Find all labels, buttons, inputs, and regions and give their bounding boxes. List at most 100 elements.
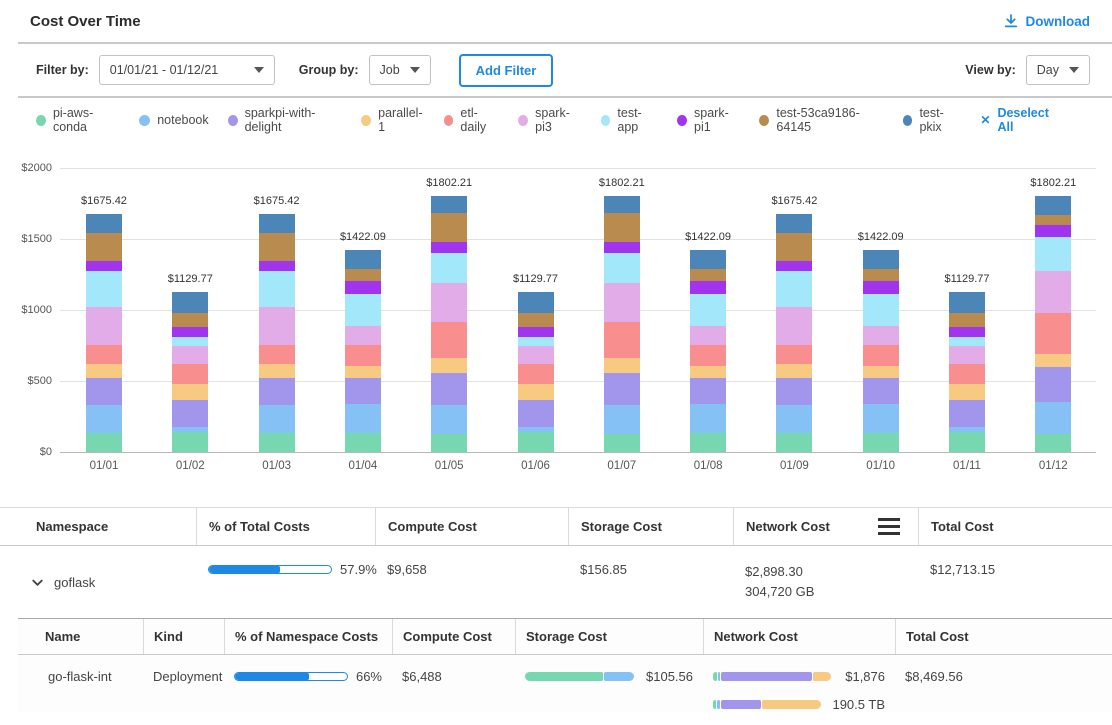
bar-segment-parallel-1[interactable] <box>1035 354 1071 367</box>
bar-segment-test-53ca9186-64145[interactable] <box>518 313 554 327</box>
bar-segment-test-pkix[interactable] <box>345 250 381 269</box>
column-header-compute[interactable]: Compute Cost <box>375 508 568 545</box>
bar-segment-sparkpi-with-delight[interactable] <box>1035 367 1071 403</box>
bar-segment-spark-pi3[interactable] <box>86 307 122 345</box>
bar-segment-etl-daily[interactable] <box>172 364 208 384</box>
bar-segment-spark-pi1[interactable] <box>863 281 899 293</box>
bar-segment-spark-pi1[interactable] <box>518 327 554 338</box>
column-header-storage[interactable]: Storage Cost <box>515 619 703 654</box>
bar-segment-pi-aws-conda[interactable] <box>431 434 467 452</box>
legend-item-pi-aws-conda[interactable]: pi-aws-conda <box>36 106 120 134</box>
bar-segment-parallel-1[interactable] <box>86 364 122 378</box>
bar-segment-sparkpi-with-delight[interactable] <box>172 400 208 427</box>
bar-segment-sparkpi-with-delight[interactable] <box>863 378 899 404</box>
bar-segment-spark-pi1[interactable] <box>345 281 381 293</box>
bar-segment-notebook[interactable] <box>172 427 208 432</box>
bar-segment-pi-aws-conda[interactable] <box>518 432 554 452</box>
bar-segment-etl-daily[interactable] <box>776 345 812 364</box>
bar-segment-test-pkix[interactable] <box>259 214 295 233</box>
bar-segment-pi-aws-conda[interactable] <box>863 433 899 452</box>
legend-item-test-app[interactable]: test-app <box>601 106 659 134</box>
column-header-kind[interactable]: Kind <box>143 619 224 654</box>
bar-segment-notebook[interactable] <box>604 405 640 433</box>
bar-segment-etl-daily[interactable] <box>604 322 640 359</box>
bar-segment-test-app[interactable] <box>431 253 467 283</box>
bar-segment-parallel-1[interactable] <box>259 364 295 378</box>
bar-segment-spark-pi1[interactable] <box>1035 225 1071 237</box>
bar-segment-test-pkix[interactable] <box>431 196 467 213</box>
column-header-name[interactable]: Name <box>18 619 143 654</box>
legend-item-parallel-1[interactable]: parallel-1 <box>361 106 424 134</box>
bar-segment-test-app[interactable] <box>86 271 122 307</box>
bar-segment-test-app[interactable] <box>518 337 554 346</box>
bar-segment-test-53ca9186-64145[interactable] <box>172 313 208 327</box>
legend-item-test-53ca9186-64145[interactable]: test-53ca9186-64145 <box>759 106 883 134</box>
bar-segment-sparkpi-with-delight[interactable] <box>86 378 122 406</box>
bar-segment-notebook[interactable] <box>345 404 381 433</box>
bar-segment-notebook[interactable] <box>949 427 985 432</box>
bar-segment-spark-pi1[interactable] <box>604 242 640 254</box>
bar-segment-test-53ca9186-64145[interactable] <box>863 269 899 281</box>
bar-segment-test-pkix[interactable] <box>604 196 640 213</box>
bar-segment-test-app[interactable] <box>690 294 726 327</box>
column-header-total[interactable]: Total Cost <box>895 619 1112 654</box>
bar-segment-test-53ca9186-64145[interactable] <box>690 269 726 281</box>
bar-segment-etl-daily[interactable] <box>863 345 899 366</box>
column-header-pct-total[interactable]: % of Total Costs <box>196 508 375 545</box>
bar-segment-parallel-1[interactable] <box>776 364 812 378</box>
bar-segment-test-53ca9186-64145[interactable] <box>1035 215 1071 225</box>
bar-segment-test-pkix[interactable] <box>690 250 726 269</box>
bar-segment-test-53ca9186-64145[interactable] <box>776 233 812 261</box>
bar-segment-etl-daily[interactable] <box>518 364 554 384</box>
chevron-down-icon[interactable] <box>30 575 45 590</box>
bar-segment-test-app[interactable] <box>604 253 640 283</box>
bar-segment-notebook[interactable] <box>690 404 726 433</box>
bar-segment-notebook[interactable] <box>518 427 554 432</box>
bar-segment-test-app[interactable] <box>863 294 899 327</box>
bar-segment-pi-aws-conda[interactable] <box>604 434 640 452</box>
bar-segment-etl-daily[interactable] <box>690 345 726 366</box>
bar-segment-notebook[interactable] <box>1035 402 1071 433</box>
legend-item-test-pkix[interactable]: test-pkix <box>903 106 962 134</box>
legend-item-sparkpi-with-delight[interactable]: sparkpi-with-delight <box>228 106 343 134</box>
bar-segment-test-app[interactable] <box>776 271 812 307</box>
group-by-select[interactable]: Job <box>369 55 431 85</box>
column-header-compute[interactable]: Compute Cost <box>392 619 515 654</box>
bar-segment-test-app[interactable] <box>172 337 208 346</box>
bar-segment-spark-pi3[interactable] <box>172 346 208 364</box>
view-by-select[interactable]: Day <box>1026 55 1090 85</box>
bar-segment-parallel-1[interactable] <box>949 384 985 400</box>
column-header-total[interactable]: Total Cost <box>918 508 1112 545</box>
bar-segment-pi-aws-conda[interactable] <box>949 432 985 452</box>
bar-segment-etl-daily[interactable] <box>949 364 985 384</box>
bar-segment-test-53ca9186-64145[interactable] <box>431 213 467 241</box>
bar-segment-test-53ca9186-64145[interactable] <box>86 233 122 261</box>
bar-segment-parallel-1[interactable] <box>690 366 726 378</box>
bar-segment-parallel-1[interactable] <box>431 358 467 373</box>
bar-segment-sparkpi-with-delight[interactable] <box>431 373 467 405</box>
namespace-cell[interactable]: goflask <box>0 546 196 618</box>
bar-segment-test-53ca9186-64145[interactable] <box>259 233 295 261</box>
bar-segment-notebook[interactable] <box>776 405 812 433</box>
bar-segment-test-53ca9186-64145[interactable] <box>345 269 381 281</box>
bar-segment-sparkpi-with-delight[interactable] <box>518 400 554 427</box>
bar-segment-notebook[interactable] <box>86 405 122 433</box>
bar-segment-sparkpi-with-delight[interactable] <box>776 378 812 406</box>
bar-segment-pi-aws-conda[interactable] <box>86 433 122 452</box>
bar-segment-parallel-1[interactable] <box>863 366 899 378</box>
menu-icon[interactable] <box>878 518 906 535</box>
column-header-namespace[interactable]: Namespace <box>0 508 196 545</box>
bar-segment-etl-daily[interactable] <box>259 345 295 364</box>
add-filter-button[interactable]: Add Filter <box>459 54 554 87</box>
bar-segment-spark-pi3[interactable] <box>345 326 381 345</box>
bar-segment-test-pkix[interactable] <box>776 214 812 233</box>
bar-segment-spark-pi3[interactable] <box>431 283 467 321</box>
bar-segment-sparkpi-with-delight[interactable] <box>949 400 985 427</box>
bar-segment-spark-pi3[interactable] <box>863 326 899 345</box>
bar-segment-sparkpi-with-delight[interactable] <box>345 378 381 404</box>
bar-segment-notebook[interactable] <box>259 405 295 433</box>
bar-segment-test-pkix[interactable] <box>949 292 985 313</box>
bar-segment-test-app[interactable] <box>949 337 985 346</box>
bar-segment-test-53ca9186-64145[interactable] <box>604 213 640 241</box>
bar-segment-etl-daily[interactable] <box>1035 313 1071 354</box>
